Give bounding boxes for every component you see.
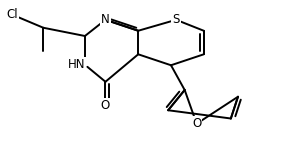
Text: Cl: Cl (6, 8, 18, 21)
Text: N: N (101, 13, 110, 26)
Text: O: O (101, 99, 110, 112)
Text: HN: HN (68, 58, 85, 71)
Text: O: O (192, 117, 201, 130)
Text: S: S (172, 13, 180, 26)
